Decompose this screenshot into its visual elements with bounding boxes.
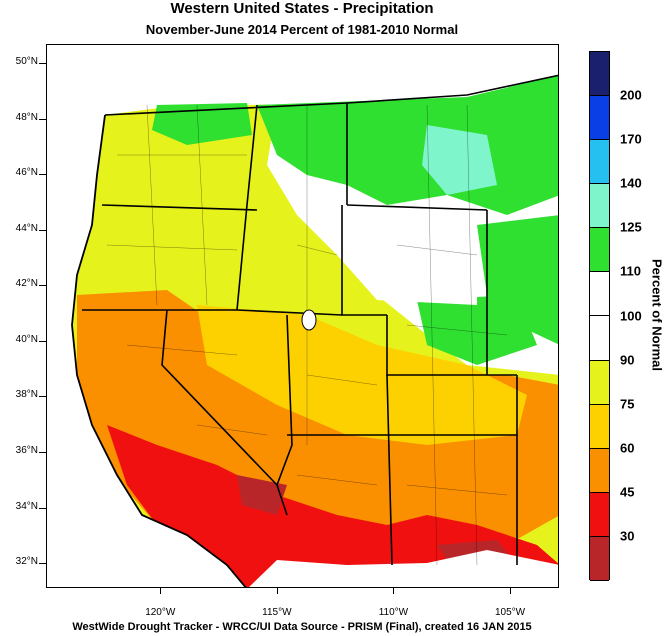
- region-wyoming-white: [337, 205, 477, 305]
- legend-title: Percent of Normal: [649, 259, 665, 371]
- legend-swatch: [590, 360, 609, 405]
- lat-tick: [39, 396, 46, 398]
- lat-tick-label: 32°N: [15, 556, 38, 568]
- lat-tick-label: 50°N: [15, 56, 38, 68]
- legend-value-label: 45: [620, 484, 635, 500]
- legend-swatch: [590, 52, 609, 97]
- legend-swatch: [590, 448, 609, 493]
- lat-tick-label: 36°N: [15, 445, 38, 456]
- lon-tick: [510, 588, 512, 594]
- legend-value-label: 125: [620, 219, 642, 235]
- county-borders: [106, 104, 508, 566]
- map-subtitle: November-June 2014 Percent of 1981-2010 …: [145, 22, 459, 37]
- legend-value-label: 170: [620, 131, 642, 147]
- legend-value-label: 200: [620, 87, 642, 103]
- region-dark-red: [237, 475, 287, 515]
- legend-swatch: [590, 272, 609, 317]
- map-canvas: [47, 45, 558, 587]
- legend-value-label: 60: [620, 440, 635, 456]
- lat-tick: [39, 174, 46, 176]
- lat-tick: [39, 563, 46, 565]
- great-salt-lake: [301, 309, 317, 331]
- legend-swatch: [590, 316, 609, 361]
- legend-value-label: 30: [620, 528, 635, 544]
- lat-tick-label: 42°N: [15, 278, 38, 290]
- legend-swatch: [590, 404, 609, 449]
- lat-tick: [39, 340, 46, 342]
- legend-value-label: 100: [620, 308, 642, 323]
- legend-value-label: 140: [620, 175, 642, 191]
- lat-tick: [39, 63, 46, 65]
- footer-credits: WestWide Drought Tracker - WRCC/UI Data …: [72, 621, 532, 633]
- lat-tick: [39, 507, 46, 509]
- lon-tick-label: 110°W: [378, 607, 409, 618]
- region-wa-green: [152, 103, 252, 145]
- lon-tick: [160, 588, 162, 594]
- lat-tick: [39, 229, 46, 231]
- state-borders: [82, 74, 558, 566]
- legend-swatch: [590, 140, 609, 185]
- lat-tick-label: 44°N: [15, 222, 38, 234]
- region-dakota-green: [477, 215, 558, 345]
- lon-tick-label: 115°W: [262, 607, 292, 618]
- mexico: [249, 550, 558, 587]
- region-colorado-green: [417, 295, 537, 365]
- lat-tick-label: 38°N: [15, 389, 38, 401]
- region-gold: [197, 305, 527, 445]
- legend-value-label: 75: [620, 396, 635, 412]
- lat-tick: [39, 118, 46, 120]
- precipitation-map: [46, 44, 559, 588]
- lon-tick: [276, 588, 278, 594]
- legend-swatch: [590, 536, 609, 581]
- lon-tick: [393, 588, 395, 594]
- color-legend: [589, 51, 610, 581]
- lat-tick: [39, 452, 46, 453]
- map-title: Western United States - Precipitation: [170, 0, 434, 17]
- lon-tick-label: 105°W: [494, 607, 526, 618]
- lat-tick-label: 48°N: [15, 111, 38, 123]
- lat-tick-label: 34°N: [15, 500, 38, 512]
- lat-tick: [39, 285, 46, 287]
- legend-value-label: 90: [620, 352, 635, 368]
- lon-tick-label: 120°W: [145, 607, 176, 618]
- legend-swatch: [590, 96, 609, 141]
- legend-value-label: 110: [620, 263, 641, 279]
- legend-swatch: [590, 228, 609, 273]
- coastline: [71, 114, 247, 587]
- pacific-ocean: [47, 45, 246, 587]
- lat-tick-label: 46°N: [15, 167, 38, 179]
- legend-swatch: [590, 492, 609, 537]
- legend-swatch: [590, 184, 609, 229]
- lat-tick-label: 40°N: [15, 333, 38, 345]
- region-aqua: [422, 125, 497, 195]
